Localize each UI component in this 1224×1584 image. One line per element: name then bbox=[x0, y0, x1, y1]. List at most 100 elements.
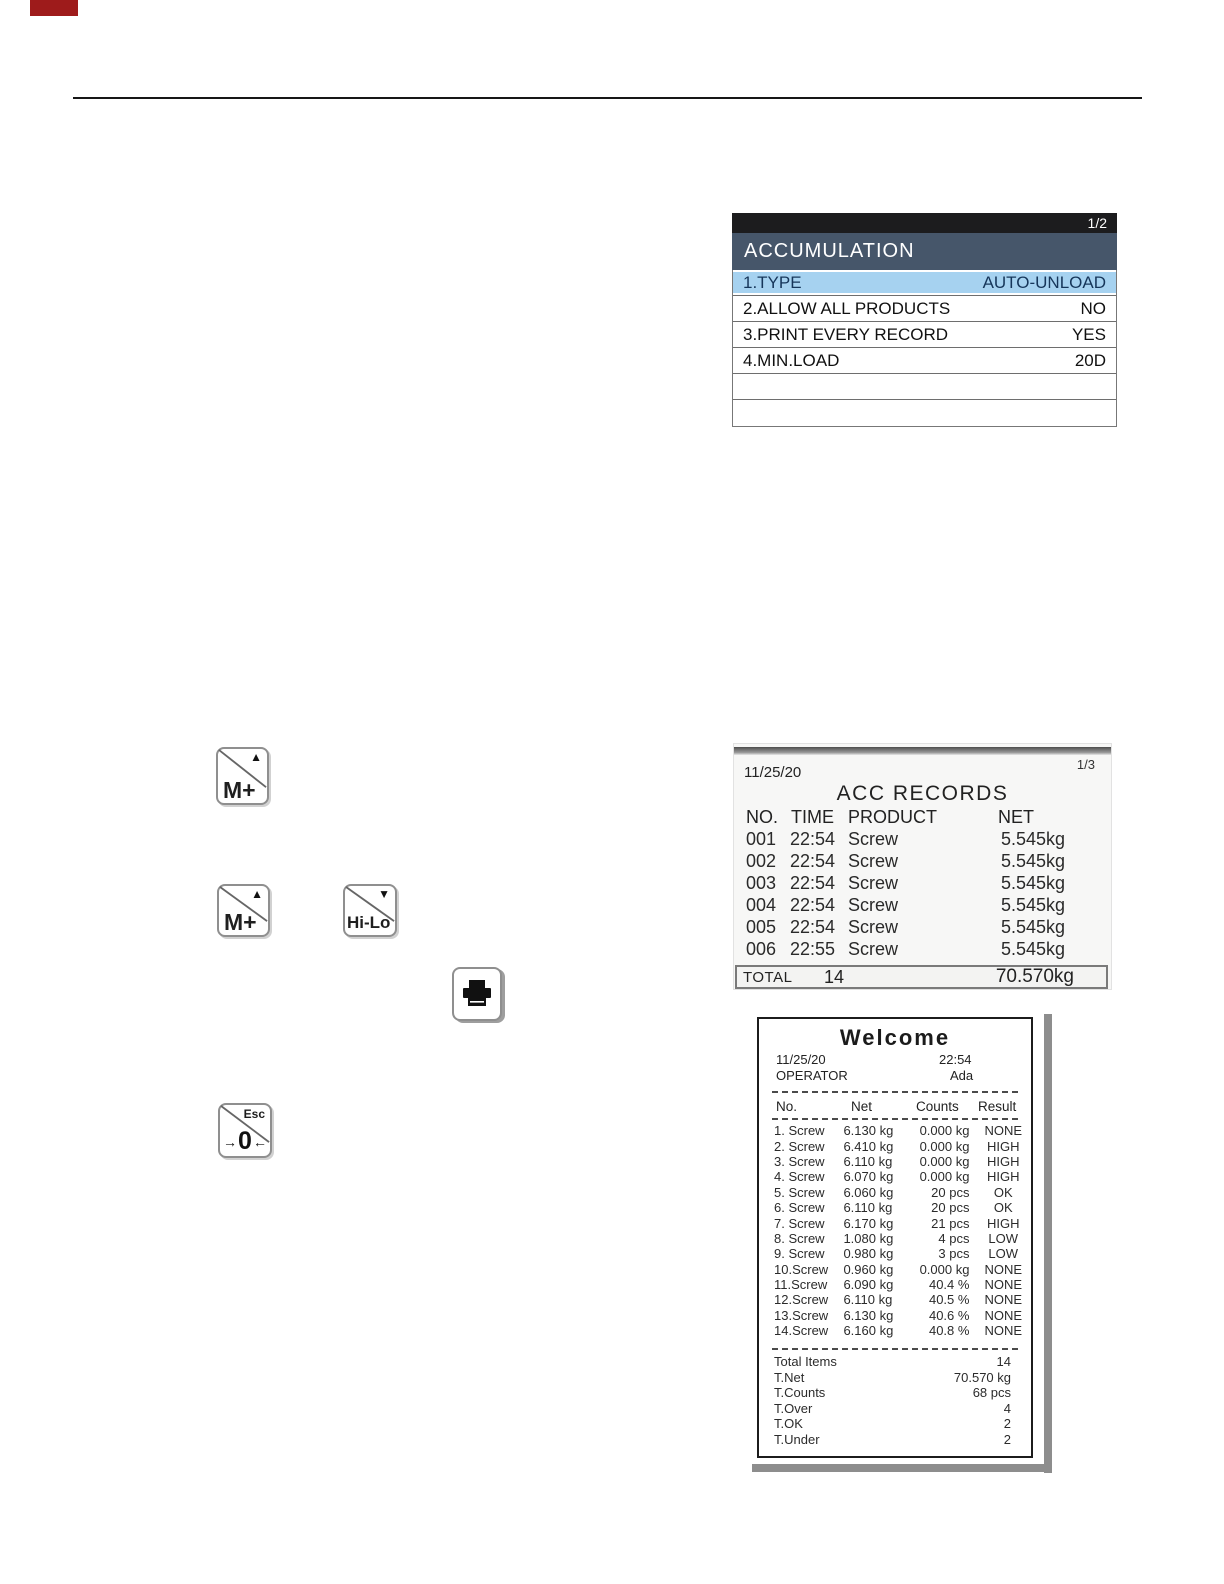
total-net: 70.570kg bbox=[995, 966, 1074, 987]
item-counts: 40.5 % bbox=[928, 1292, 970, 1308]
record-product: Screw bbox=[848, 938, 899, 959]
zero-glyph: → 0 ← bbox=[220, 1129, 270, 1154]
item-name: 2. Screw bbox=[774, 1138, 825, 1154]
receipt-item-row: 12.Screw 6.110 kg 40.5 % NONE bbox=[759, 1292, 1031, 1307]
receipt-total-row: T.Under 2 bbox=[759, 1432, 1031, 1448]
printer-icon bbox=[463, 980, 491, 1006]
accumulation-menu-screen: 1/2 ACCUMULATION 1.TYPE AUTO-UNLOAD 2.ALLO… bbox=[732, 213, 1117, 427]
item-name: 1. Screw bbox=[774, 1123, 825, 1139]
item-counts: 40.8 % bbox=[928, 1323, 970, 1339]
acc-records-column-headers: NO. TIME PRODUCT NET bbox=[734, 807, 1111, 827]
item-counts: 21 pcs bbox=[931, 1215, 970, 1231]
item-result: OK bbox=[993, 1200, 1013, 1216]
item-name: 11.Screw bbox=[774, 1277, 828, 1293]
header-divider-rule bbox=[73, 97, 1142, 99]
record-net: 5.545kg bbox=[1000, 894, 1065, 915]
receipt-item-row: 14.Screw 6.160 kg 40.8 % NONE bbox=[759, 1323, 1031, 1338]
receipt-items: 1. Screw 6.130 kg 0.000 kg NONE 2. Screw 6.41… bbox=[759, 1123, 1031, 1338]
record-time: 22:54 bbox=[790, 850, 836, 871]
item-net: 6.060 kg bbox=[843, 1184, 894, 1200]
dashed-separator bbox=[772, 1118, 1018, 1120]
hi-lo-key: ▼ Hi-Lo bbox=[343, 884, 397, 937]
receipt-item-row: 9. Screw 0.980 kg 3 pcs LOW bbox=[759, 1246, 1031, 1261]
acc-records-total-bar: TOTAL 14 70.570kg bbox=[735, 965, 1108, 989]
item-net: 6.170 kg bbox=[843, 1215, 894, 1231]
hi-lo-key-label: Hi-Lo bbox=[347, 913, 391, 932]
receipt-item-row: 1. Screw 6.130 kg 0.000 kg NONE bbox=[759, 1123, 1031, 1138]
item-net: 1.080 kg bbox=[843, 1230, 894, 1246]
receipt-item-row: 10.Screw 0.960 kg 0.000 kg NONE bbox=[759, 1262, 1031, 1277]
record-time: 22:54 bbox=[790, 916, 836, 937]
item-net: 6.410 kg bbox=[843, 1138, 894, 1154]
item-result: HIGH bbox=[986, 1138, 1020, 1154]
esc-key-label: Esc bbox=[243, 1107, 265, 1121]
item-result: HIGH bbox=[986, 1153, 1020, 1169]
col-no: NO. bbox=[746, 807, 779, 827]
item-result: NONE bbox=[984, 1307, 1023, 1323]
total-count: 14 bbox=[824, 966, 845, 987]
record-time: 22:54 bbox=[790, 894, 836, 915]
diagonal-divider-line bbox=[218, 749, 267, 788]
receipt-total-row: T.Counts 68 pcs bbox=[759, 1385, 1031, 1401]
item-counts: 3 pcs bbox=[938, 1246, 970, 1262]
red-logo-mark bbox=[30, 0, 78, 16]
item-name: 4. Screw bbox=[774, 1169, 825, 1185]
record-net: 5.545kg bbox=[1000, 828, 1065, 849]
total-label: T.Net bbox=[774, 1369, 805, 1385]
col-net: Net bbox=[851, 1099, 873, 1114]
record-net: 5.545kg bbox=[1000, 872, 1065, 893]
m-plus-key-label: M+ bbox=[223, 776, 256, 803]
col-result: Result bbox=[978, 1099, 1017, 1114]
menu-row: 2.ALLOW ALL PRODUCTS NO bbox=[733, 296, 1116, 322]
receipt-item-row: 8. Screw 1.080 kg 4 pcs LOW bbox=[759, 1231, 1031, 1246]
m-plus-key-label: M+ bbox=[224, 908, 257, 935]
receipt-item-row: 6. Screw 6.110 kg 20 pcs OK bbox=[759, 1200, 1031, 1215]
total-value: 2 bbox=[1003, 1416, 1011, 1432]
menu-row bbox=[733, 400, 1116, 426]
diagonal-divider-line bbox=[345, 886, 395, 922]
menu-title: ACCUMULATION bbox=[732, 233, 1117, 270]
acc-records-screen: 11/25/20 1/3 ACC RECORDS NO. TIME PRODUC… bbox=[733, 743, 1112, 990]
total-value: 68 pcs bbox=[972, 1385, 1011, 1401]
item-name: 7. Screw bbox=[774, 1215, 825, 1231]
item-name: 3. Screw bbox=[774, 1153, 825, 1169]
menu-row: 4.MIN.LOAD 20D bbox=[733, 348, 1116, 374]
item-counts: 0.000 kg bbox=[919, 1169, 970, 1185]
menu-page-indicator: 1/2 bbox=[1087, 215, 1107, 231]
col-time: TIME bbox=[791, 807, 834, 827]
receipt-operator-row: OPERATOR Ada bbox=[759, 1068, 1031, 1083]
right-arrow-icon: → bbox=[223, 1133, 238, 1150]
record-product: Screw bbox=[848, 916, 899, 937]
total-value: 70.570 kg bbox=[953, 1369, 1011, 1385]
record-no: 001 bbox=[746, 828, 777, 849]
printed-receipt: Welcome 11/25/20 22:54 OPERATOR Ada No. … bbox=[757, 1017, 1033, 1458]
item-name: 6. Screw bbox=[774, 1200, 825, 1216]
total-label: Total Items bbox=[774, 1354, 837, 1370]
receipt-shadow-bottom bbox=[752, 1464, 1052, 1472]
zero-esc-key: Esc → 0 ← bbox=[218, 1103, 272, 1158]
item-result: OK bbox=[993, 1184, 1013, 1200]
item-counts: 20 pcs bbox=[931, 1184, 970, 1200]
dashed-separator bbox=[772, 1091, 1018, 1093]
item-net: 6.160 kg bbox=[843, 1323, 894, 1339]
col-net: NET bbox=[998, 807, 1034, 827]
total-label: T.Counts bbox=[774, 1385, 826, 1401]
acc-record-row: 006 22:55 Screw 5.545kg bbox=[734, 938, 1111, 960]
record-product: Screw bbox=[848, 872, 899, 893]
operator-label: OPERATOR bbox=[776, 1068, 848, 1083]
item-result: HIGH bbox=[986, 1215, 1020, 1231]
item-net: 6.130 kg bbox=[843, 1123, 894, 1139]
record-no: 006 bbox=[746, 938, 777, 959]
item-counts: 40.6 % bbox=[928, 1307, 970, 1323]
receipt-total-row: T.Over 4 bbox=[759, 1401, 1031, 1417]
item-name: 8. Screw bbox=[774, 1230, 825, 1246]
item-name: 9. Screw bbox=[774, 1246, 825, 1262]
record-net: 5.545kg bbox=[1000, 850, 1065, 871]
item-net: 6.090 kg bbox=[843, 1277, 894, 1293]
record-time: 22:55 bbox=[790, 938, 836, 959]
acc-record-row: 002 22:54 Screw 5.545kg bbox=[734, 850, 1111, 872]
record-no: 005 bbox=[746, 916, 777, 937]
record-net: 5.545kg bbox=[1000, 916, 1065, 937]
acc-records-date: 11/25/20 bbox=[744, 764, 802, 781]
